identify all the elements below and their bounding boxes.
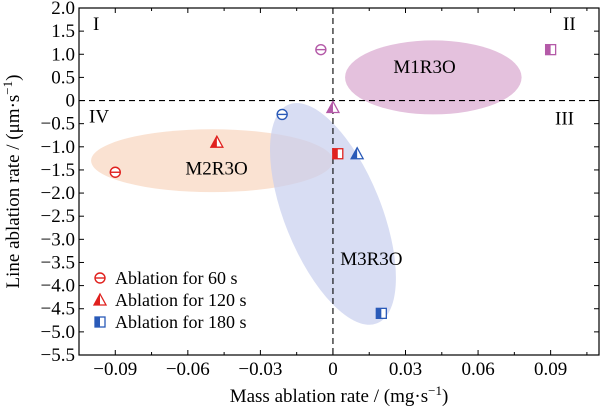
data-point-m2r3o-180s [332, 148, 344, 160]
legend-entry-label: Ablation for 60 s [115, 268, 237, 288]
data-point-m3r3o-60s [276, 108, 288, 121]
marker-fill [94, 294, 100, 305]
data-points [109, 43, 557, 320]
y-tick-label: −2.5 [41, 206, 75, 227]
x-tick-label: −0.09 [93, 359, 137, 380]
x-axis-title: Mass ablation rate / (mg·s−1) [230, 383, 449, 407]
y-tick-label: 1.0 [51, 44, 75, 65]
quadrant-label-3: III [555, 109, 574, 130]
x-tick-label: 0 [328, 359, 338, 380]
marker-fill [210, 136, 217, 148]
plot-frame [78, 7, 600, 356]
marker-fill [95, 317, 100, 327]
legend-marker-3 [94, 316, 106, 328]
data-point-m2r3o-60s [109, 166, 121, 178]
y-axis-title: Line ablation rate / (μm·s−1) [0, 75, 24, 289]
data-point-m1r3o-180s [544, 43, 557, 56]
marker-fill [332, 148, 338, 159]
data-point-m1r3o-60s [315, 43, 327, 56]
cluster-label-m3r3o: M3R3O [340, 249, 402, 270]
cluster-label-m2r3o: M2R3O [185, 159, 247, 180]
axis-ticks: −0.09 −0.06 −0.03 0 0.03 0.06 0.09 2.0 1.51.00.5… [41, 0, 599, 380]
legend-entry-label: Ablation for 180 s [115, 312, 246, 332]
quadrant-label-1: I [93, 14, 99, 35]
marker-fill [326, 101, 333, 113]
y-tick-label: 0 [66, 91, 76, 112]
y-tick-label: −5.5 [41, 345, 75, 366]
y-tick-label: −1.5 [41, 160, 75, 181]
legend-entry-label: Ablation for 120 s [115, 290, 246, 310]
data-point-m3r3o-120s [350, 146, 365, 160]
y-tick-label: −1.0 [41, 137, 75, 158]
quadrant-divider-lines [79, 8, 599, 355]
x-tick-label: −0.06 [166, 359, 210, 380]
x-tick-label: −0.03 [238, 359, 282, 380]
y-tick-label: −4.0 [41, 276, 75, 297]
y-tick-label: −5.0 [41, 322, 75, 343]
marker-fill [351, 147, 358, 159]
x-tick-label: 0.09 [534, 359, 567, 380]
data-point-m3r3o-180s [375, 307, 387, 320]
x-tick-label: 0.06 [461, 359, 494, 380]
y-tick-label: −2.0 [41, 183, 75, 204]
cluster-ellipse-m1r3o [345, 40, 522, 115]
y-tick-label: −3.5 [41, 252, 75, 273]
y-tick-label: 2.0 [51, 0, 75, 19]
y-tick-label: 1.5 [51, 21, 75, 42]
quadrant-label-4: IV [89, 107, 109, 128]
y-tick-label: 0.5 [51, 67, 75, 88]
y-tick-label: −3.0 [41, 229, 75, 250]
data-point-m2r3o-120s [209, 134, 224, 148]
y-tick-label: −4.5 [41, 299, 75, 320]
marker-fill [545, 44, 551, 55]
legend-marker-2 [92, 292, 108, 306]
marker-fill [376, 308, 382, 319]
legend-marker-1 [94, 272, 106, 284]
data-point-m1r3o-120s [325, 100, 341, 114]
cluster-label-m1r3o: M1R3O [393, 57, 455, 78]
quadrant-label-2: II [563, 14, 576, 35]
x-tick-label: 0.03 [389, 359, 422, 380]
y-tick-label: −0.5 [41, 114, 75, 135]
